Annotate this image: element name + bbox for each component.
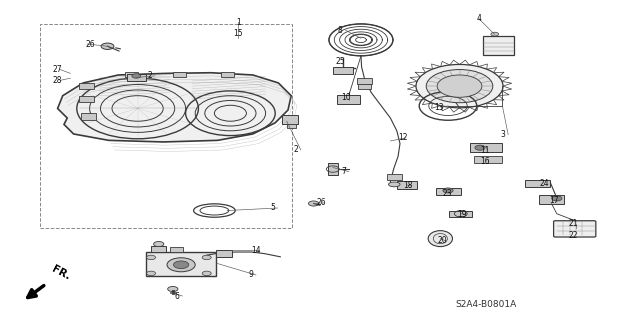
Text: 28: 28 — [52, 76, 62, 85]
Text: 20: 20 — [438, 236, 447, 245]
FancyBboxPatch shape — [333, 67, 353, 74]
Text: 14: 14 — [252, 246, 261, 255]
FancyBboxPatch shape — [173, 72, 186, 77]
FancyBboxPatch shape — [554, 221, 596, 237]
Circle shape — [437, 75, 482, 97]
FancyBboxPatch shape — [221, 72, 234, 77]
Text: 4: 4 — [476, 14, 481, 23]
Text: 25: 25 — [336, 57, 346, 66]
FancyBboxPatch shape — [449, 211, 472, 217]
FancyBboxPatch shape — [525, 180, 550, 187]
Text: 21: 21 — [568, 219, 578, 228]
Text: 15: 15 — [233, 29, 243, 38]
FancyBboxPatch shape — [216, 250, 232, 257]
Polygon shape — [58, 73, 291, 142]
Circle shape — [475, 145, 485, 150]
Text: 22: 22 — [568, 231, 578, 240]
Circle shape — [443, 188, 453, 193]
FancyBboxPatch shape — [328, 163, 338, 175]
FancyBboxPatch shape — [170, 247, 183, 252]
Text: 12: 12 — [398, 133, 408, 142]
FancyBboxPatch shape — [81, 113, 96, 120]
Circle shape — [173, 261, 189, 269]
FancyBboxPatch shape — [337, 95, 360, 104]
FancyBboxPatch shape — [483, 36, 514, 55]
Text: 24: 24 — [540, 179, 549, 188]
Ellipse shape — [428, 231, 452, 247]
Text: 26: 26 — [85, 40, 95, 48]
Text: 10: 10 — [341, 93, 351, 102]
Text: 11: 11 — [480, 146, 490, 155]
Text: 7: 7 — [341, 167, 346, 176]
FancyBboxPatch shape — [146, 252, 216, 276]
Text: 2: 2 — [293, 145, 298, 154]
FancyBboxPatch shape — [151, 246, 166, 252]
Circle shape — [308, 201, 319, 206]
Circle shape — [491, 32, 499, 36]
FancyBboxPatch shape — [79, 96, 94, 102]
Text: 19: 19 — [457, 210, 467, 219]
FancyBboxPatch shape — [539, 195, 564, 204]
Text: FR.: FR. — [50, 264, 72, 282]
Circle shape — [101, 43, 114, 49]
Text: 26: 26 — [317, 198, 326, 207]
Text: S2A4-B0801A: S2A4-B0801A — [456, 300, 517, 309]
Polygon shape — [287, 124, 296, 128]
Text: 6: 6 — [175, 292, 180, 300]
Text: 17: 17 — [549, 196, 559, 205]
Text: 9: 9 — [248, 271, 253, 279]
Circle shape — [416, 64, 503, 108]
Circle shape — [154, 241, 164, 247]
Circle shape — [552, 196, 562, 201]
Text: 13: 13 — [434, 103, 444, 112]
Circle shape — [426, 70, 493, 103]
Text: 5: 5 — [270, 204, 275, 212]
Circle shape — [147, 271, 156, 276]
FancyBboxPatch shape — [397, 181, 417, 189]
Circle shape — [202, 255, 211, 260]
Circle shape — [167, 258, 195, 272]
FancyBboxPatch shape — [125, 72, 138, 77]
FancyBboxPatch shape — [357, 78, 372, 84]
FancyBboxPatch shape — [358, 84, 371, 89]
FancyBboxPatch shape — [79, 83, 94, 89]
Circle shape — [147, 255, 156, 260]
Circle shape — [168, 286, 178, 292]
Text: 2: 2 — [147, 71, 152, 80]
Text: 27: 27 — [52, 65, 62, 74]
Text: 1: 1 — [236, 18, 241, 27]
FancyBboxPatch shape — [436, 188, 461, 195]
Text: 16: 16 — [480, 157, 490, 166]
Circle shape — [202, 271, 211, 276]
Polygon shape — [282, 115, 298, 124]
FancyBboxPatch shape — [387, 174, 402, 180]
Text: 18: 18 — [403, 181, 413, 190]
Ellipse shape — [388, 182, 400, 187]
Text: 3: 3 — [500, 130, 506, 139]
FancyBboxPatch shape — [127, 74, 146, 81]
Text: 23: 23 — [443, 189, 452, 198]
FancyBboxPatch shape — [470, 143, 502, 152]
Circle shape — [132, 74, 141, 78]
FancyBboxPatch shape — [474, 156, 502, 163]
Text: 8: 8 — [338, 26, 342, 35]
